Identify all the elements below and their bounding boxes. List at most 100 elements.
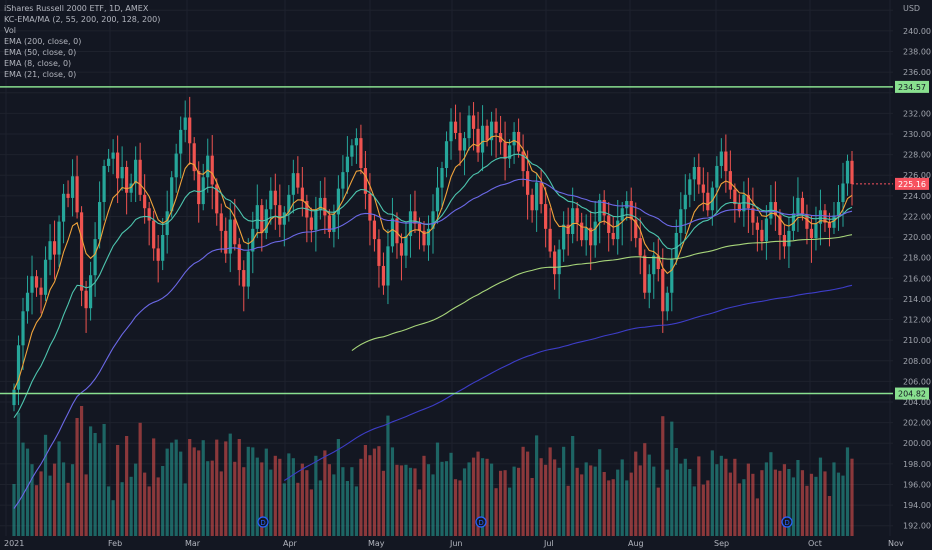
volume-bar — [652, 466, 656, 536]
candle-body — [296, 173, 300, 188]
volume-bar — [818, 457, 823, 536]
volume-bar — [832, 462, 836, 536]
price-tick-label: 200.00 — [903, 439, 931, 448]
time-tick-label: Jul — [543, 539, 554, 548]
volume-bar — [138, 422, 142, 536]
volume-bar — [30, 464, 34, 536]
candle-body — [688, 179, 692, 195]
volume-bar — [557, 467, 561, 536]
candle-body — [147, 208, 151, 221]
candle-body — [625, 201, 629, 209]
candle-body — [287, 194, 291, 213]
volume-bar — [233, 461, 237, 536]
candle-body — [521, 151, 525, 172]
candle-body — [278, 205, 282, 225]
volume-bar — [755, 498, 759, 536]
indicator-ema-8[interactable]: EMA (8, close, 0) — [4, 59, 72, 68]
volume-bar — [674, 448, 678, 536]
candle-body — [269, 190, 273, 210]
volume-bar — [79, 406, 84, 536]
candle-body — [634, 219, 638, 239]
volume-bar — [336, 439, 340, 536]
time-axis[interactable]: 2021 Feb Mar Apr May Jun Jul Aug Sep Oct Nov — [0, 537, 904, 550]
chart-title[interactable]: iShares Russell 2000 ETF, 1D, AMEX — [4, 4, 149, 13]
volume-bar — [314, 455, 318, 536]
candle-body — [224, 230, 228, 254]
volume-bar — [467, 462, 471, 536]
volume-bar — [399, 465, 404, 536]
volume-bar — [665, 469, 669, 536]
time-tick-label: May — [368, 539, 385, 548]
indicator-kc-ema[interactable]: KC-EMA/MA (2, 55, 200, 200, 128, 200) — [4, 15, 161, 24]
candle-body — [679, 209, 683, 233]
volume-bar — [52, 463, 57, 536]
volume-bar — [93, 433, 97, 536]
candle-body — [710, 187, 714, 211]
candle-body — [246, 251, 250, 287]
candle-body — [197, 171, 201, 205]
volume-bar — [746, 463, 750, 536]
candle-body — [170, 177, 174, 212]
price-tick-label: 198.00 — [903, 460, 931, 469]
candle-body — [314, 210, 318, 230]
volume-bar — [444, 461, 449, 536]
volume-bar — [21, 442, 25, 536]
candle-body — [134, 159, 138, 184]
candle-body — [152, 220, 156, 249]
volume-bar — [809, 473, 814, 536]
indicator-ema-21[interactable]: EMA (21, close, 0) — [4, 70, 77, 79]
candle-body — [318, 197, 322, 211]
volume-bar — [471, 457, 476, 536]
volume-bar — [210, 460, 214, 536]
volume-bar — [530, 478, 534, 536]
moving-average-lines — [13, 135, 853, 509]
volume-bar — [242, 467, 246, 536]
candle-body — [453, 121, 458, 133]
indicator-vol[interactable]: Vol — [4, 26, 16, 35]
volume-bar — [192, 447, 196, 536]
volume-bar — [111, 500, 115, 536]
volume-bar — [88, 426, 93, 536]
volume-bar — [724, 458, 728, 536]
candle-body — [102, 165, 106, 203]
candle-body — [138, 159, 142, 195]
volume-bar — [764, 462, 768, 536]
candle-body — [823, 210, 827, 223]
candle-body — [602, 199, 606, 216]
candle-body — [440, 168, 444, 188]
candle-body — [363, 168, 368, 194]
volume-bar — [273, 455, 277, 536]
volume-bar — [354, 486, 359, 536]
volume-bar — [16, 412, 21, 536]
ema-50-line — [13, 178, 853, 509]
candle-body — [404, 236, 408, 256]
indicator-ema-50[interactable]: EMA (50, close, 0) — [4, 48, 77, 57]
candle-body — [670, 258, 674, 293]
candle-body — [449, 121, 453, 142]
candle-body — [354, 138, 359, 146]
time-tick-label: Apr — [283, 539, 298, 548]
candle-body — [629, 201, 633, 220]
level-price-label: 234.57 — [898, 83, 926, 92]
price-tick-label: 208.00 — [903, 357, 931, 366]
candle-body — [589, 227, 593, 246]
candle-body — [377, 239, 381, 266]
volume-bar — [593, 466, 597, 536]
volume-bar — [683, 458, 687, 536]
candle-body — [350, 145, 354, 157]
candle-body — [791, 213, 796, 231]
candle-body — [683, 194, 687, 210]
indicator-ema-200[interactable]: EMA (200, close, 0) — [4, 37, 82, 46]
candle-body — [237, 244, 241, 271]
volume-bar — [480, 458, 485, 536]
candle-body — [616, 220, 620, 240]
candle-body — [93, 239, 97, 276]
price-tick-label: 222.00 — [903, 212, 931, 221]
volume-bar — [737, 483, 741, 536]
candle-body — [12, 389, 16, 406]
level-price-badge — [895, 387, 929, 400]
volume-bar — [197, 450, 201, 536]
candle-body — [760, 229, 764, 242]
volume-bar — [503, 470, 507, 536]
